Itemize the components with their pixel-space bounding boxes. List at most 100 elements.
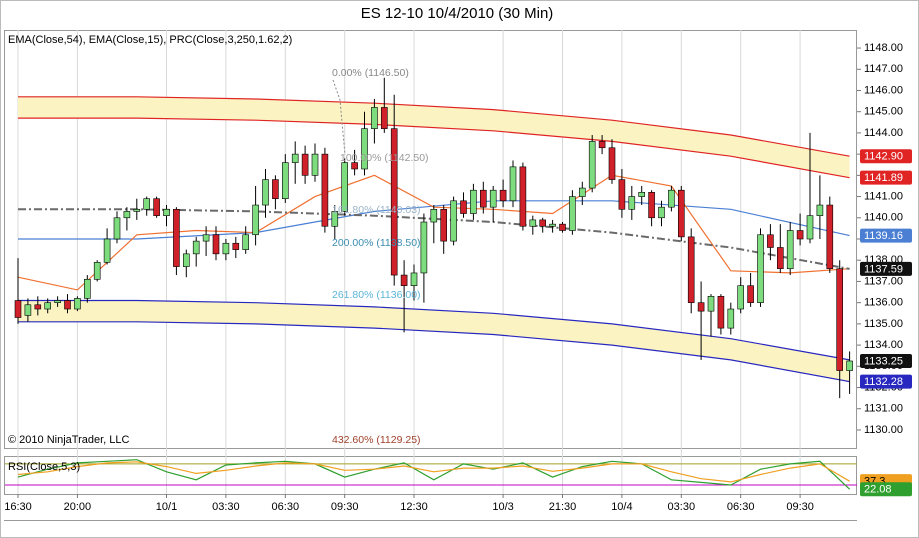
candle-body <box>836 268 844 371</box>
candle-body <box>133 208 141 212</box>
candle-body <box>380 107 388 129</box>
fib-label: 261.80% (1136.00) <box>332 289 421 301</box>
value-box-label: 1137.59 <box>864 263 903 275</box>
y-tick-label: 1134.00 <box>864 339 903 351</box>
candle-body <box>202 234 210 242</box>
fib-label: 0.00% (1146.50) <box>332 67 409 79</box>
x-tick-label: 20:00 <box>64 501 92 513</box>
y-tick-label: 1141.00 <box>864 190 903 202</box>
candle-body <box>351 162 358 170</box>
candle-body <box>757 234 764 303</box>
candle-body <box>173 208 180 267</box>
candle-body <box>628 196 636 210</box>
candle-body <box>697 302 705 312</box>
candle-body <box>222 242 230 255</box>
candle-body <box>430 208 438 223</box>
candle-body <box>113 217 121 240</box>
candle-body <box>450 200 457 242</box>
candle-body <box>816 204 824 216</box>
y-tick-label: 1136.00 <box>864 297 903 309</box>
candle-body <box>252 204 259 236</box>
candle-body <box>677 189 685 238</box>
price-pane <box>4 30 857 449</box>
candle-body <box>331 211 339 227</box>
candle-body <box>727 308 735 329</box>
candle-body <box>648 192 655 219</box>
candle-body <box>658 206 665 219</box>
candle-body <box>539 219 547 227</box>
fib-connector <box>332 79 346 156</box>
candle-body <box>84 279 91 299</box>
candle-body <box>470 189 477 214</box>
value-box <box>860 354 912 369</box>
candle-body <box>549 223 556 227</box>
x-tick-label: 12:30 <box>400 501 428 513</box>
band-fill <box>18 96 850 178</box>
candle-body <box>212 234 220 255</box>
rsi-line <box>17 461 850 483</box>
candle-body <box>479 189 487 208</box>
band-line <box>18 96 850 157</box>
rsi-line <box>17 459 851 490</box>
x-tick-label: 10/4 <box>611 501 632 513</box>
x-tick-label: 09:30 <box>786 501 814 513</box>
candle-body <box>361 128 368 170</box>
copyright: © 2010 NinjaTrader, LLC <box>8 434 129 446</box>
candle-body <box>786 230 794 270</box>
candle-body <box>529 219 537 227</box>
fib-label: 200.00% (1138.50) <box>332 237 421 249</box>
candle-body <box>390 128 398 276</box>
candle-body <box>767 234 774 248</box>
candle-body <box>638 192 646 197</box>
candle-body <box>291 153 299 163</box>
y-tick-label: 1135.00 <box>864 318 903 330</box>
candle-body <box>687 236 695 303</box>
x-tick-label: 09:30 <box>331 501 359 513</box>
x-tick-label: 16:30 <box>4 501 32 513</box>
candle-body <box>410 272 418 286</box>
value-box-label: 1142.90 <box>864 151 903 163</box>
candle-body <box>103 238 111 263</box>
candle-body <box>569 196 576 231</box>
indicator-line <box>18 208 850 270</box>
candle-body <box>668 189 675 208</box>
value-box-label: 1132.28 <box>864 376 903 388</box>
x-tick-label: 10/1 <box>156 501 177 513</box>
indicator-label: EMA(Close,54), EMA(Close,15), PRC(Close,… <box>8 34 292 46</box>
value-box-label: 1139.16 <box>864 230 903 242</box>
candle-body <box>598 141 606 149</box>
candle-body <box>826 204 834 270</box>
candle-body <box>54 300 61 303</box>
candle-body <box>707 295 715 312</box>
y-tick-label: 1140.00 <box>864 212 903 224</box>
value-box <box>860 374 912 389</box>
candle-body <box>509 166 517 202</box>
chart-title: ES 12-10 10/4/2010 (30 Min) <box>361 5 554 22</box>
rsi-title: RSI(Close,5,3) <box>8 461 80 473</box>
candle-body <box>242 234 249 250</box>
value-box <box>860 261 912 276</box>
candle-body <box>44 302 52 310</box>
candle-body <box>608 147 616 180</box>
candle-body <box>301 153 309 176</box>
y-tick-label: 1144.00 <box>864 127 903 139</box>
candle-body <box>24 304 32 316</box>
candle-body <box>192 240 200 255</box>
band-line <box>18 117 850 179</box>
candle-body <box>371 107 378 129</box>
candle-body <box>846 360 853 371</box>
candle-body <box>717 295 725 329</box>
candle-body <box>747 285 754 303</box>
y-tick-label: 1147.00 <box>864 63 903 75</box>
candle-body <box>93 262 101 280</box>
y-tick-label: 1146.00 <box>864 84 903 96</box>
candle-body <box>440 208 448 242</box>
candle-body <box>559 223 566 231</box>
candle-body <box>163 208 170 216</box>
x-tick-label: 03:30 <box>668 501 696 513</box>
y-tick-label: 1137.00 <box>864 275 903 287</box>
plot-layer: 16:30 20:00 10/1 03:30 06:30 09:30 12:30 10/3 21… <box>4 30 912 513</box>
candle-body <box>588 141 596 189</box>
candle-body <box>519 166 527 227</box>
